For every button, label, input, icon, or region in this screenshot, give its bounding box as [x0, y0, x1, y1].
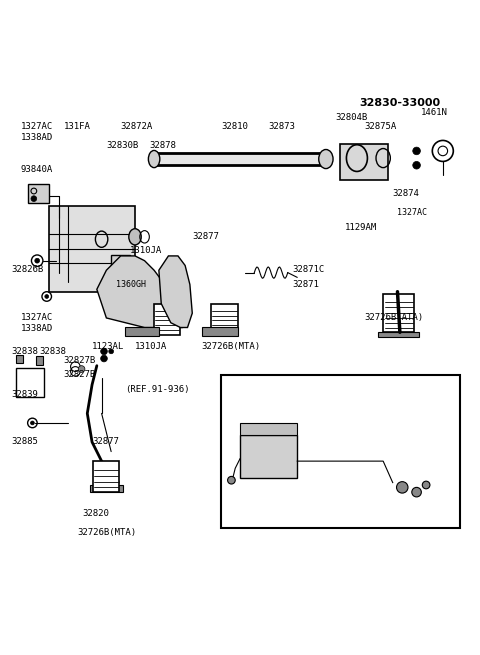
Text: 131FA: 131FA: [63, 122, 90, 131]
Text: 1310JA: 1310JA: [130, 246, 163, 255]
Text: 32726B(MTA): 32726B(MTA): [78, 528, 137, 537]
Ellipse shape: [319, 149, 333, 168]
Bar: [90, 485, 123, 492]
Text: 32871C: 32871C: [292, 265, 325, 274]
Text: 1129AM: 1129AM: [345, 223, 377, 231]
Text: 32839: 32839: [11, 390, 38, 398]
Bar: [383, 294, 414, 332]
Circle shape: [35, 258, 39, 263]
Text: 32878: 32878: [149, 141, 176, 151]
Text: 32820: 32820: [83, 509, 109, 518]
Text: 32826B: 32826B: [11, 265, 43, 274]
Text: 32838: 32838: [11, 346, 38, 356]
Bar: [49, 206, 135, 291]
Circle shape: [101, 355, 108, 362]
Circle shape: [78, 365, 85, 372]
Bar: [202, 328, 238, 336]
Text: 93840A: 93840A: [21, 165, 53, 174]
Circle shape: [228, 476, 235, 484]
Text: 32871: 32871: [292, 280, 319, 289]
Bar: [28, 184, 49, 204]
Text: 32830-33000: 32830-33000: [360, 98, 441, 109]
Text: 1360GH: 1360GH: [116, 280, 146, 289]
Circle shape: [109, 349, 114, 354]
Text: 1327AC: 1327AC: [397, 208, 428, 217]
Bar: [240, 423, 297, 435]
Circle shape: [45, 295, 48, 299]
Ellipse shape: [129, 229, 141, 245]
Text: 32838: 32838: [39, 346, 66, 356]
Circle shape: [438, 146, 447, 156]
Circle shape: [101, 348, 108, 355]
Circle shape: [396, 481, 408, 493]
Circle shape: [413, 161, 420, 169]
Polygon shape: [97, 256, 183, 328]
Text: 32875A: 32875A: [364, 122, 396, 131]
Bar: [211, 304, 238, 335]
Text: 32810: 32810: [221, 122, 248, 131]
Bar: [16, 355, 23, 364]
Text: 1327AC
1338AD: 1327AC 1338AD: [21, 122, 53, 141]
Polygon shape: [159, 256, 192, 328]
Bar: [154, 304, 180, 335]
Text: 32874: 32874: [393, 189, 420, 198]
Text: 32877: 32877: [92, 438, 119, 446]
Text: (CRUISE CONTROL MODULE): (CRUISE CONTROL MODULE): [230, 378, 354, 387]
Ellipse shape: [148, 151, 160, 168]
FancyBboxPatch shape: [221, 375, 459, 528]
Text: 32726B(ATA): 32726B(ATA): [364, 313, 423, 322]
Text: 1461N: 1461N: [421, 108, 448, 117]
Text: [REF.91-936]: [REF.91-936]: [259, 512, 324, 521]
Text: 32830B: 32830B: [107, 141, 139, 151]
Bar: [111, 255, 130, 274]
Text: 1310JA: 1310JA: [135, 342, 167, 351]
Bar: [125, 327, 159, 336]
Text: 32827B: 32827B: [63, 371, 96, 379]
Circle shape: [413, 147, 420, 155]
Text: 32873: 32873: [269, 122, 296, 131]
Bar: [16, 368, 44, 397]
Text: 1327AC
1338AD: 1327AC 1338AD: [21, 313, 53, 333]
Text: 32804B: 32804B: [336, 113, 368, 122]
Text: 32827B: 32827B: [63, 356, 96, 365]
Bar: [93, 461, 119, 492]
Text: 1123AL: 1123AL: [92, 342, 124, 351]
Bar: [36, 356, 43, 365]
Circle shape: [422, 481, 430, 489]
Polygon shape: [378, 332, 419, 337]
Bar: [340, 143, 388, 179]
Text: 32872A: 32872A: [120, 122, 153, 131]
Text: (REF.91-936): (REF.91-936): [125, 384, 190, 394]
Text: 32885: 32885: [11, 438, 38, 446]
Bar: [154, 153, 326, 165]
Circle shape: [31, 196, 36, 202]
Circle shape: [412, 487, 421, 497]
Text: 32877: 32877: [192, 232, 219, 241]
Bar: [240, 435, 297, 478]
Text: 32726B(MTA): 32726B(MTA): [202, 342, 261, 351]
Circle shape: [31, 421, 34, 425]
